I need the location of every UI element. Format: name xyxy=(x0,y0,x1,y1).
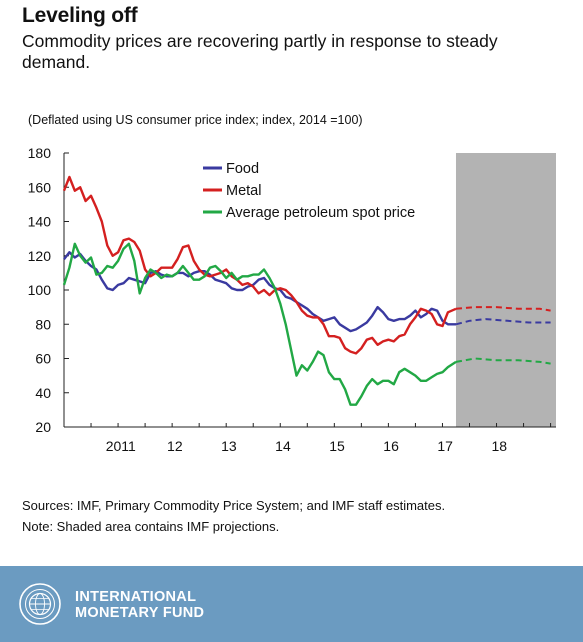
line-chart: 20 40 60 80 100 120 140 160 180 2011 12 13 14 15 16 17 1… xyxy=(28,145,556,454)
y-tick-label: 180 xyxy=(28,145,52,161)
y-tick-label: 160 xyxy=(28,179,52,195)
x-tick-label: 12 xyxy=(167,438,183,454)
series-projection-metal xyxy=(455,306,551,312)
imf-wordmark-line2: MONETARY FUND xyxy=(75,605,205,621)
legend-label-average-petroleum-spot-price: Average petroleum spot price xyxy=(226,205,415,221)
x-tick-label: 14 xyxy=(275,438,291,454)
y-tick-label: 40 xyxy=(35,385,51,401)
note-text: Note: Shaded area contains IMF projectio… xyxy=(22,519,280,534)
series-line-metal xyxy=(62,175,457,355)
chart-subtitle: Commodity prices are recovering partly i… xyxy=(22,31,498,72)
y-tick-label: 140 xyxy=(28,214,52,230)
projection-shade-layer xyxy=(455,153,556,427)
x-tick-label: 16 xyxy=(383,438,399,454)
x-tick-label: 18 xyxy=(491,438,507,454)
imf-seal-icon xyxy=(19,583,61,625)
x-tick-label: 2011 xyxy=(106,438,136,454)
imf-wordmark-line1: INTERNATIONAL xyxy=(75,589,197,605)
y-tick-label: 80 xyxy=(35,316,51,332)
series-projection-food xyxy=(455,318,551,326)
series-layer xyxy=(62,175,551,406)
axis-layer: 20 40 60 80 100 120 140 160 180 2011 12 13 14 15 16 17 1… xyxy=(28,145,556,454)
legend: Food Metal Average petroleum spot price xyxy=(203,161,415,221)
legend-label-metal: Metal xyxy=(226,183,261,199)
chart-title: Leveling off xyxy=(22,4,138,27)
y-tick-label: 120 xyxy=(28,248,52,264)
series-line-average-petroleum-spot-price xyxy=(62,242,457,406)
series-line-food xyxy=(63,251,456,333)
imf-wordmark[interactable]: INTERNATIONAL MONETARY FUND xyxy=(75,589,204,621)
x-tick-label: 13 xyxy=(221,438,237,454)
chart-notes: Sources: IMF, Primary Commodity Price Sy… xyxy=(22,495,445,537)
sources-text: Sources: IMF, Primary Commodity Price Sy… xyxy=(22,498,446,513)
legend-label-food: Food xyxy=(226,161,259,177)
series-projection-average-petroleum-spot-price xyxy=(455,357,551,365)
y-tick-label: 100 xyxy=(28,282,52,298)
y-tick-label: 60 xyxy=(35,351,51,367)
x-tick-label: 15 xyxy=(329,438,345,454)
chart-units-note: (Deflated using US consumer price index;… xyxy=(28,113,363,127)
projection-shaded-area xyxy=(455,153,556,427)
y-tick-label: 20 xyxy=(35,419,51,435)
x-tick-label: 17 xyxy=(437,438,453,454)
imf-footer: INTERNATIONAL MONETARY FUND xyxy=(0,566,583,642)
